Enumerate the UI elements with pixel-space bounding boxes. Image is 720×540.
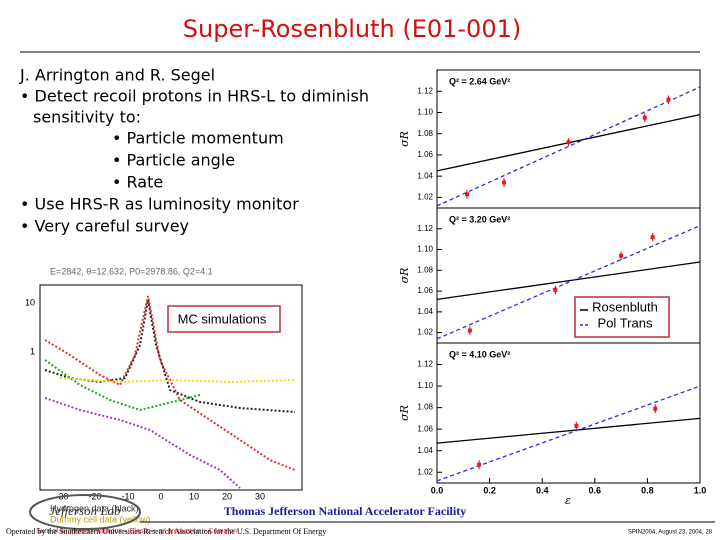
y-tick-label: 1.08 xyxy=(417,403,433,412)
y-tick-label: 1 xyxy=(30,346,35,356)
fit-line xyxy=(436,261,701,301)
y-tick-label: 1.06 xyxy=(417,286,433,295)
x-tick-label: 1.0 xyxy=(694,485,707,495)
y-tick-label: 1.10 xyxy=(417,245,433,254)
data-point xyxy=(467,328,472,333)
x-tick-label: 0.0 xyxy=(431,485,444,495)
y-tick-label: 1.08 xyxy=(417,129,433,138)
dummy-cell xyxy=(59,377,296,384)
plot-frame xyxy=(39,284,303,491)
y-tick-label: 1.02 xyxy=(417,192,433,201)
data-point xyxy=(502,180,507,185)
fit-line xyxy=(436,86,701,207)
bullet: • Detect recoil protons in HRS-L to dimi… xyxy=(20,87,369,106)
x-tick-label: 0 xyxy=(158,491,163,501)
logo: Jefferson Lab xyxy=(49,503,121,518)
data-point xyxy=(574,423,579,428)
pion-production xyxy=(44,397,241,489)
result-panels: 1.02 1.04 1.06 1.08 1.10 1.12 σR Q² = 2.64 GeV²… xyxy=(398,69,707,507)
legend-entry: Rosenbluth xyxy=(592,299,658,314)
operator: Operated by the Southeastern Universitie… xyxy=(6,527,326,536)
x-tick-label: 10 xyxy=(189,491,199,501)
y-axis-label: σR xyxy=(398,268,411,284)
legend-entry: Dummy cell data (yellow) xyxy=(50,514,151,524)
bullet: sensitivity to: xyxy=(33,108,141,127)
data-point xyxy=(477,462,482,467)
bullet: • Very careful survey xyxy=(20,217,189,236)
x-tick-label: 20 xyxy=(222,491,232,501)
bullet: • Particle momentum xyxy=(112,129,284,148)
date: SPIN2004, August 23, 2004, 28 xyxy=(628,530,713,536)
panel-title: Q² = 4.10 GeV² xyxy=(449,349,510,359)
y-tick-label: 1.02 xyxy=(417,328,433,337)
x-tick-label: 0.4 xyxy=(536,485,549,495)
data-point xyxy=(666,97,671,102)
y-tick-label: 1.08 xyxy=(417,265,433,274)
plot-header: E=2842, θ=12.632, P0=2978.86, Q2=4.1 xyxy=(50,266,213,276)
y-tick-label: 1.02 xyxy=(417,467,433,476)
compton xyxy=(44,359,201,412)
y-tick-label: 1.04 xyxy=(417,307,433,316)
data-point xyxy=(650,235,655,240)
fit-line xyxy=(436,385,701,482)
x-tick-label: 0.8 xyxy=(641,485,654,495)
x-tick-label: -10 xyxy=(121,491,134,501)
data-point xyxy=(619,253,624,258)
x-tick-label: 0.2 xyxy=(483,485,496,495)
x-tick-label: 0.6 xyxy=(589,485,602,495)
bullet: • Particle angle xyxy=(112,151,235,170)
title: Super-Rosenbluth (E01-001) xyxy=(183,15,521,43)
simulation-plot: E=2842, θ=12.632, P0=2978.86, Q2=4.1 10 … xyxy=(25,266,303,535)
y-axis-label: σR xyxy=(398,131,411,147)
y-tick-label: 1.04 xyxy=(417,171,433,180)
data-point xyxy=(566,140,571,145)
bullet: • Use HRS-R as luminosity monitor xyxy=(20,195,299,214)
y-tick-label: 1.12 xyxy=(417,360,433,369)
y-tick-label: 1.04 xyxy=(417,446,433,455)
data-point xyxy=(553,288,558,293)
x-tick-label: 30 xyxy=(255,491,265,501)
authors: J. Arrington and R. Segel xyxy=(19,66,215,85)
legend-entry: Pol Trans xyxy=(598,315,653,330)
data-point xyxy=(464,192,469,197)
panel-title: Q² = 3.20 GeV² xyxy=(449,214,510,224)
facility: Thomas Jefferson National Accelerator Fa… xyxy=(224,504,466,518)
label: MC simulations xyxy=(178,311,267,326)
y-tick-label: 1.06 xyxy=(417,150,433,159)
legend-entry: Hydrogen data (black) xyxy=(50,503,139,513)
y-axis-label: σR xyxy=(398,405,411,421)
y-tick-label: 10 xyxy=(25,297,35,307)
y-tick-label: 1.06 xyxy=(417,424,433,433)
fit-line xyxy=(436,417,701,444)
legend-box xyxy=(574,296,670,338)
y-tick-label: 1.10 xyxy=(417,381,433,390)
label-box xyxy=(167,305,281,333)
logo-ring xyxy=(29,494,141,530)
legend-entry: Sum of all three simulations – Elastic +… xyxy=(36,527,237,535)
fit-line xyxy=(436,225,701,340)
y-tick-label: 1.12 xyxy=(417,86,433,95)
data-point xyxy=(642,115,647,120)
x-tick-label: -20 xyxy=(88,491,101,501)
x-axis-label: ε xyxy=(565,494,571,507)
panel-title: Q² = 2.64 GeV² xyxy=(449,76,510,86)
data-point xyxy=(653,406,658,411)
simulation-sum xyxy=(44,295,296,471)
panel-frame xyxy=(436,342,701,484)
y-tick-label: 1.10 xyxy=(417,108,433,117)
bullet: • Rate xyxy=(112,173,163,192)
y-tick-label: 1.12 xyxy=(417,224,433,233)
